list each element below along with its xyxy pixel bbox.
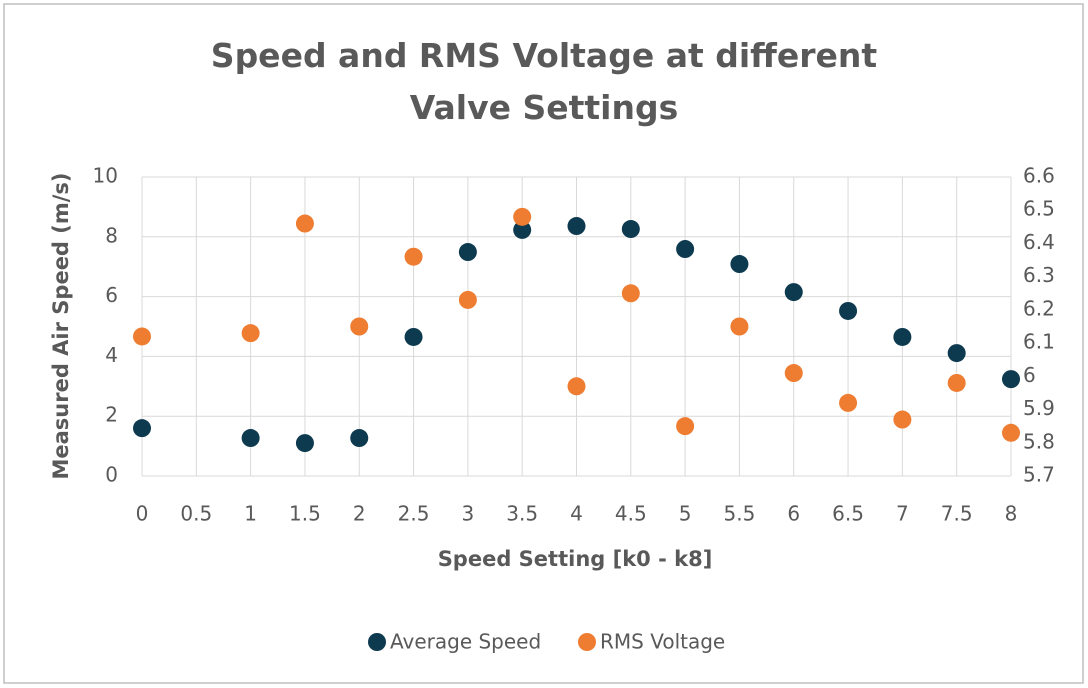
x-tick-label: 0 — [136, 502, 149, 526]
legend-label: Average Speed — [390, 630, 541, 654]
data-point — [404, 327, 423, 346]
x-tick-label: 0.5 — [180, 502, 212, 526]
y-tick-label: 2 — [105, 403, 118, 427]
legend-label: RMS Voltage — [600, 630, 725, 654]
x-axis-label: Speed Setting [k0 - k8] — [438, 547, 713, 571]
data-point — [676, 417, 695, 436]
y2-tick-label: 6 — [1023, 363, 1036, 387]
data-point — [241, 324, 260, 343]
y-axis-label: Measured Air Speed (m/s) — [49, 172, 73, 479]
x-tick-label: 6 — [787, 502, 800, 526]
data-point — [784, 364, 803, 383]
data-point — [621, 284, 640, 303]
data-point — [295, 434, 314, 453]
y-tick-label: 4 — [105, 343, 118, 367]
data-point — [839, 301, 858, 320]
data-point — [567, 217, 586, 236]
legend-marker — [578, 633, 596, 651]
data-point — [893, 327, 912, 346]
x-tick-label: 5 — [679, 502, 692, 526]
x-tick-label: 8 — [1005, 502, 1018, 526]
chart-frame — [3, 3, 1084, 684]
x-tick-label: 1.5 — [289, 502, 321, 526]
data-point — [947, 373, 966, 392]
y2-tick-label: 6.2 — [1023, 296, 1055, 320]
data-point — [784, 283, 803, 302]
data-point — [133, 327, 151, 346]
legend-marker — [368, 633, 386, 651]
y2-tick-label: 6.4 — [1023, 230, 1055, 254]
x-tick-label: 7 — [896, 502, 909, 526]
data-point — [893, 410, 912, 429]
data-point — [350, 317, 369, 336]
x-tick-label: 2.5 — [398, 502, 430, 526]
x-tick-label: 1 — [244, 502, 257, 526]
y2-tick-label: 6.3 — [1023, 263, 1055, 287]
data-point — [458, 290, 477, 309]
x-tick-label: 6.5 — [832, 502, 864, 526]
x-tick-label: 3 — [462, 502, 475, 526]
y-tick-label: 8 — [105, 223, 118, 247]
data-point — [839, 393, 858, 412]
y-tick-label: 0 — [105, 463, 118, 487]
data-point — [1002, 423, 1020, 442]
data-point — [133, 419, 151, 438]
y2-tick-label: 5.9 — [1023, 396, 1055, 420]
data-point — [295, 214, 314, 233]
data-point — [513, 207, 532, 226]
x-tick-label: 4 — [570, 502, 583, 526]
x-tick-label: 5.5 — [724, 502, 756, 526]
y2-tick-label: 5.7 — [1023, 463, 1055, 487]
y-tick-label: 6 — [105, 283, 118, 307]
data-point — [676, 240, 695, 259]
x-tick-label: 7.5 — [941, 502, 973, 526]
data-point — [350, 429, 369, 448]
y2-tick-label: 5.8 — [1023, 429, 1055, 453]
y2-tick-label: 6.6 — [1023, 164, 1055, 188]
x-tick-label: 2 — [353, 502, 366, 526]
data-point — [1002, 370, 1020, 389]
x-tick-label: 4.5 — [615, 502, 647, 526]
y-tick-label: 10 — [93, 164, 118, 188]
data-point — [567, 377, 586, 396]
data-point — [730, 317, 749, 336]
data-point — [621, 220, 640, 239]
y2-tick-label: 6.5 — [1023, 197, 1055, 221]
data-point — [404, 247, 423, 266]
data-point — [458, 243, 477, 262]
y2-tick-label: 6.1 — [1023, 330, 1055, 354]
data-point — [947, 344, 966, 363]
data-point — [513, 220, 532, 239]
x-tick-label: 3.5 — [506, 502, 538, 526]
data-point — [241, 429, 260, 448]
data-point — [730, 255, 749, 274]
chart-title: Speed and RMS Voltage at different Valve… — [210, 36, 878, 127]
